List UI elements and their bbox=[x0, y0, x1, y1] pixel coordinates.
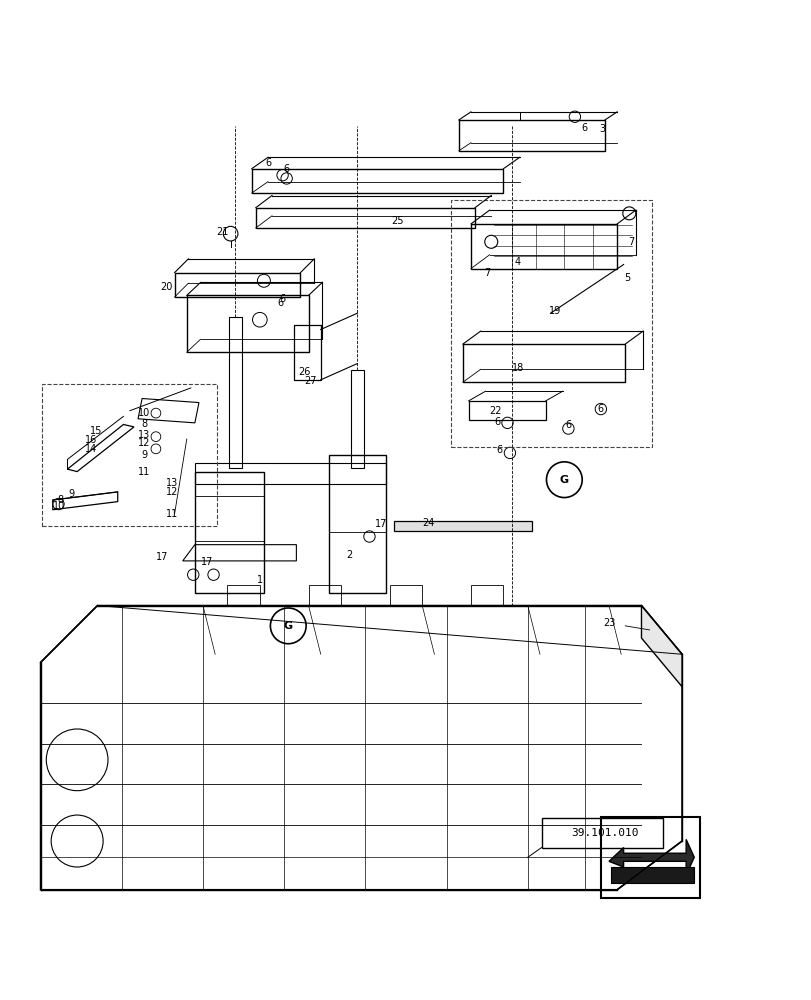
Text: 6: 6 bbox=[496, 445, 502, 455]
Text: 6: 6 bbox=[564, 420, 571, 430]
Text: 26: 26 bbox=[298, 367, 311, 377]
Text: 12: 12 bbox=[165, 487, 178, 497]
Bar bbox=[600, 817, 699, 898]
Text: 6: 6 bbox=[279, 294, 285, 304]
Text: 27: 27 bbox=[303, 376, 316, 386]
Text: 9: 9 bbox=[68, 489, 75, 499]
Text: 6: 6 bbox=[597, 404, 603, 414]
Text: 4: 4 bbox=[514, 257, 521, 267]
Text: 17: 17 bbox=[375, 519, 388, 529]
Text: 9: 9 bbox=[141, 450, 148, 460]
Text: 6: 6 bbox=[264, 158, 271, 168]
Text: 18: 18 bbox=[511, 363, 524, 373]
Text: 6: 6 bbox=[494, 417, 500, 427]
Text: 21: 21 bbox=[216, 227, 229, 237]
Text: 2: 2 bbox=[345, 550, 352, 560]
Bar bbox=[308, 585, 341, 606]
Text: 5: 5 bbox=[624, 273, 630, 283]
Text: 6: 6 bbox=[277, 298, 283, 308]
Polygon shape bbox=[608, 839, 693, 875]
Text: 16: 16 bbox=[84, 435, 97, 445]
Text: 10: 10 bbox=[138, 408, 151, 418]
Text: 13: 13 bbox=[165, 478, 178, 488]
Text: 1: 1 bbox=[256, 575, 263, 585]
Text: 17: 17 bbox=[200, 557, 213, 567]
Bar bbox=[470, 585, 503, 606]
Text: 6: 6 bbox=[581, 123, 587, 133]
Text: 3: 3 bbox=[599, 124, 605, 134]
Text: 25: 25 bbox=[391, 216, 404, 226]
Text: 23: 23 bbox=[602, 618, 615, 628]
Polygon shape bbox=[610, 867, 693, 883]
Text: 10: 10 bbox=[53, 501, 66, 511]
Text: 14: 14 bbox=[84, 444, 97, 454]
Text: 12: 12 bbox=[138, 438, 151, 448]
Text: 17: 17 bbox=[156, 552, 169, 562]
Text: 15: 15 bbox=[89, 426, 102, 436]
Text: 39.101.010: 39.101.010 bbox=[570, 828, 638, 838]
Text: 24: 24 bbox=[422, 518, 435, 528]
Text: 13: 13 bbox=[138, 430, 151, 440]
Polygon shape bbox=[641, 606, 681, 687]
Text: G: G bbox=[559, 475, 569, 485]
Text: 6: 6 bbox=[283, 164, 290, 174]
Text: G: G bbox=[283, 621, 293, 631]
Text: 20: 20 bbox=[160, 282, 173, 292]
Text: 19: 19 bbox=[547, 306, 560, 316]
Text: 8: 8 bbox=[141, 419, 148, 429]
Bar bbox=[227, 585, 260, 606]
Bar bbox=[450, 200, 651, 447]
Text: 11: 11 bbox=[165, 509, 178, 519]
Text: 7: 7 bbox=[628, 237, 634, 247]
Text: 11: 11 bbox=[138, 467, 151, 477]
Bar bbox=[389, 585, 422, 606]
Text: 8: 8 bbox=[58, 495, 64, 505]
Bar bbox=[541, 818, 663, 848]
Polygon shape bbox=[393, 521, 531, 531]
Text: 22: 22 bbox=[488, 406, 501, 416]
Text: 7: 7 bbox=[483, 268, 490, 278]
Bar bbox=[42, 384, 217, 526]
